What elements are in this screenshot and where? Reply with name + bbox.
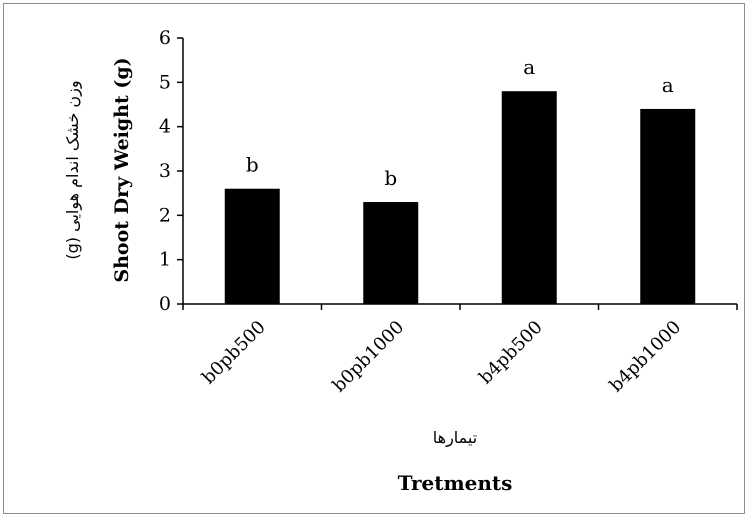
category-labels: b0pb500 b0pb1000 b4pb500 b4pb1000 (198, 317, 685, 397)
x-axis-label-persian: تیمارها (433, 428, 477, 448)
category-label: b4pb1000 (606, 317, 686, 397)
bar-b0pb500 (224, 188, 280, 304)
bars-group (224, 91, 696, 304)
y-tick-label: 6 (159, 27, 171, 49)
bar-b0pb1000 (363, 202, 419, 304)
x-axis-ticks (182, 304, 738, 310)
significance-letter: a (662, 73, 674, 97)
y-tick-label: 0 (159, 293, 171, 315)
bar-b4pb1000 (640, 108, 696, 304)
y-tick-label: 1 (159, 249, 171, 271)
y-tick-label: 2 (159, 204, 171, 226)
y-tick-label: 4 (159, 116, 171, 138)
significance-labels: b b a a (246, 55, 674, 190)
significance-letter: b (246, 153, 259, 177)
y-axis-label: Shoot Dry Weight (g) (111, 57, 133, 282)
y-tick-label: 5 (159, 71, 171, 93)
category-label: b0pb1000 (329, 317, 409, 397)
y-axis-ticks: 0 1 2 3 4 5 6 (159, 27, 183, 315)
significance-letter: a (523, 55, 535, 79)
x-axis-label: Tretments (398, 471, 513, 495)
category-label: b0pb500 (198, 317, 270, 389)
y-axis-label-persian: وزن خشک اندام هوایی (g) (63, 80, 83, 259)
bar-b4pb500 (501, 91, 557, 304)
significance-letter: b (384, 166, 397, 190)
y-tick-label: 3 (159, 160, 171, 182)
category-label: b4pb500 (475, 317, 547, 389)
